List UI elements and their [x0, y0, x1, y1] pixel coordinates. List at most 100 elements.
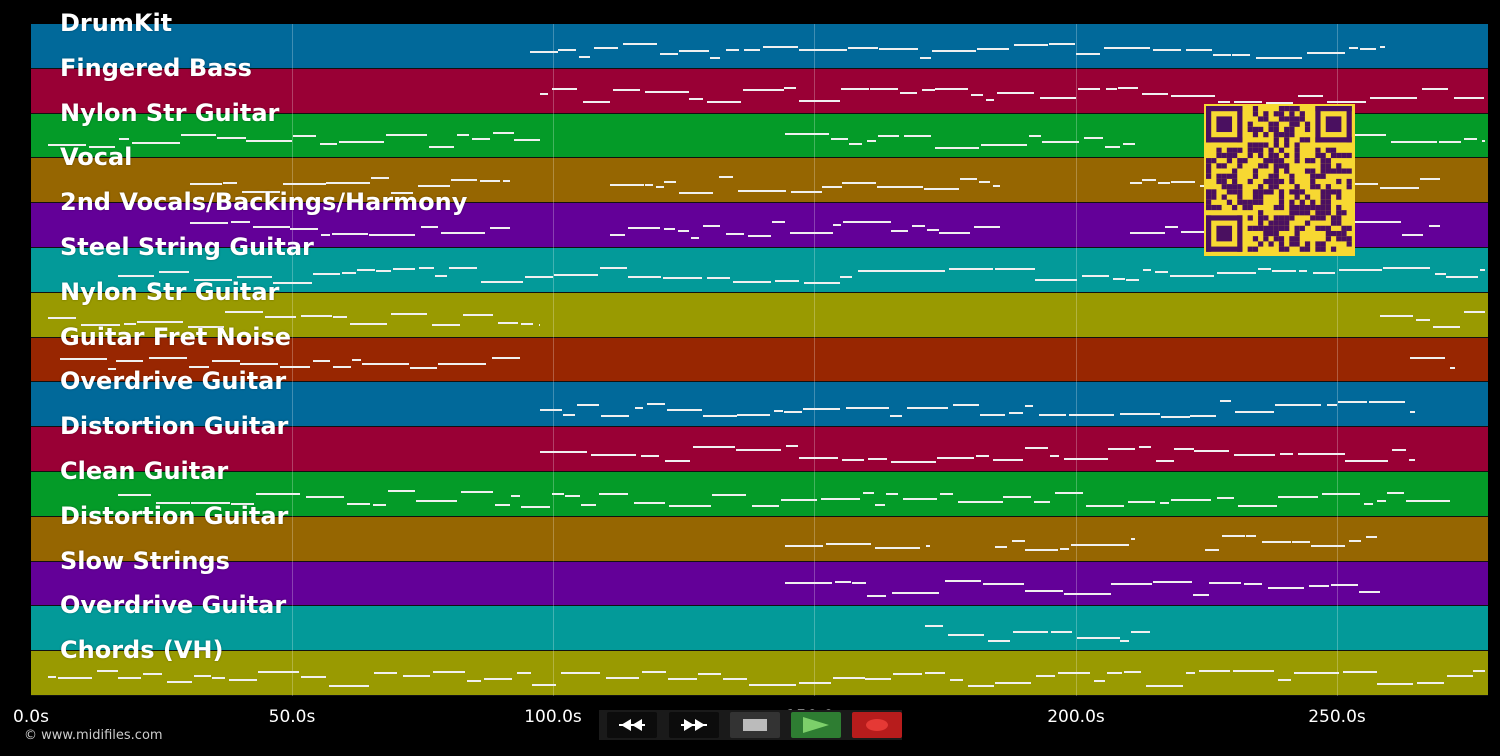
track-row[interactable]: [31, 651, 1488, 696]
midi-note: [874, 504, 885, 507]
midi-note: [409, 367, 437, 370]
midi-note: [393, 267, 416, 270]
midi-note: [1463, 137, 1477, 140]
midi-note: [735, 449, 782, 452]
time-gridline: [292, 24, 293, 696]
midi-note: [994, 268, 1035, 271]
midi-note: [707, 276, 730, 279]
midi-note: [1213, 53, 1231, 56]
midi-note: [224, 311, 263, 314]
midi-note: [1405, 500, 1450, 503]
midi-note: [1220, 400, 1232, 403]
midi-note: [511, 495, 521, 498]
midi-note: [771, 221, 786, 224]
midi-note: [1363, 502, 1373, 505]
midi-note: [1410, 411, 1415, 414]
midi-note: [1217, 271, 1256, 274]
midi-note: [1221, 534, 1246, 537]
midi-note: [848, 143, 862, 146]
track-label: Clean Guitar: [60, 457, 229, 485]
track-row[interactable]: [31, 337, 1488, 383]
midi-note: [116, 360, 144, 363]
midi-note: [312, 359, 331, 362]
midi-note: [1050, 631, 1064, 634]
midi-note: [137, 320, 183, 323]
midi-note: [264, 316, 297, 319]
midi-note: [1130, 537, 1135, 540]
midi-note: [992, 459, 1023, 462]
track-row[interactable]: [31, 382, 1488, 428]
time-tick-label: 100.0s: [524, 707, 582, 727]
midi-note: [119, 137, 130, 140]
midi-note: [802, 408, 841, 411]
midi-note: [521, 323, 534, 326]
midi-note: [1146, 684, 1183, 687]
track-row[interactable]: [31, 292, 1488, 338]
midi-note: [1354, 221, 1401, 224]
midi-note: [1243, 582, 1263, 585]
track-row[interactable]: [31, 516, 1488, 562]
midi-note: [489, 227, 510, 230]
midi-note: [889, 415, 902, 418]
midi-note: [188, 325, 224, 328]
rewind-button[interactable]: [607, 712, 657, 738]
midi-note: [190, 222, 229, 225]
midi-note: [123, 322, 136, 325]
midi-note: [697, 673, 721, 676]
midi-note: [948, 634, 984, 637]
midi-note: [1024, 404, 1034, 407]
midi-note: [870, 87, 898, 90]
midi-note: [540, 451, 588, 454]
midi-note: [939, 232, 970, 235]
midi-note: [1480, 268, 1485, 271]
midi-note: [925, 671, 945, 674]
stop-button[interactable]: [730, 712, 780, 738]
time-tick-label: 50.0s: [268, 707, 316, 727]
midi-note: [1280, 452, 1293, 455]
midi-note: [688, 98, 703, 101]
midi-note: [551, 492, 565, 495]
midi-note: [932, 49, 976, 52]
midi-note: [935, 88, 969, 91]
midi-note: [1035, 278, 1078, 281]
midi-note: [483, 678, 513, 681]
midi-note: [1024, 590, 1064, 593]
midi-note: [1189, 415, 1217, 418]
record-button[interactable]: [852, 712, 902, 738]
midi-note: [1416, 681, 1445, 684]
midi-note: [959, 178, 978, 181]
midi-note: [368, 233, 416, 236]
track-row[interactable]: [31, 24, 1488, 69]
midi-note: [622, 43, 658, 46]
midi-note: [222, 182, 237, 185]
record-icon: [866, 719, 888, 731]
midi-note: [1110, 544, 1129, 546]
midi-note: [927, 229, 940, 232]
midi-note: [690, 236, 699, 239]
midi-note: [372, 504, 387, 507]
track-row[interactable]: [31, 606, 1488, 652]
midi-note: [663, 228, 676, 231]
midi-note: [747, 234, 772, 237]
midi-note: [784, 87, 796, 90]
midi-note: [563, 414, 576, 417]
midi-note: [1008, 412, 1023, 415]
midi-note: [1105, 87, 1118, 90]
play-button[interactable]: [791, 712, 841, 738]
midi-note: [905, 270, 945, 273]
midi-note: [722, 678, 747, 681]
midi-note: [726, 232, 744, 235]
midi-note: [591, 453, 636, 456]
midi-note: [118, 493, 152, 496]
midi-note: [289, 228, 318, 231]
fast-forward-button[interactable]: [669, 712, 719, 738]
midi-note: [1170, 95, 1216, 98]
midi-note: [212, 677, 225, 680]
midi-note: [531, 683, 557, 686]
midi-note: [835, 580, 851, 583]
midi-note: [189, 365, 209, 368]
midi-note: [216, 136, 246, 139]
midi-note: [1025, 548, 1058, 551]
track-label: Fingered Bass: [60, 53, 252, 82]
qr-code-image: [1206, 106, 1352, 252]
